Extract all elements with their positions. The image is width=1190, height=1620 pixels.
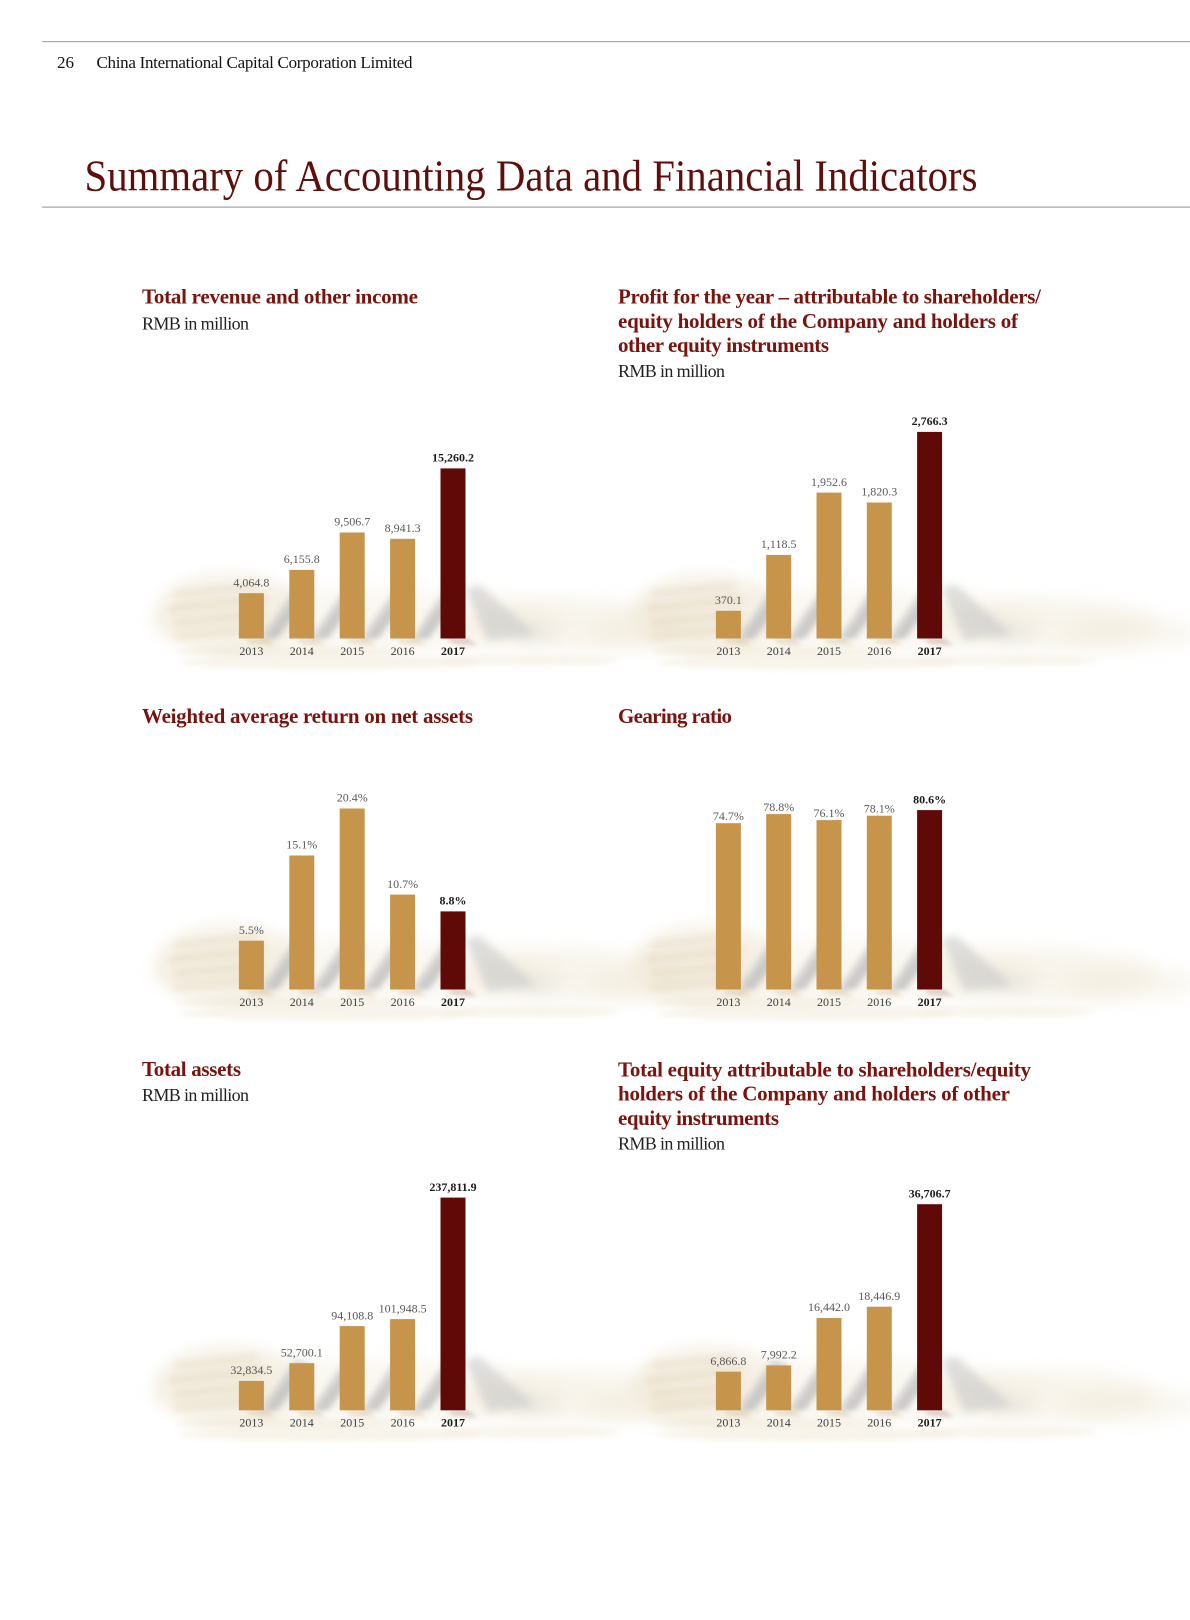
svg-text:2014: 2014 bbox=[290, 995, 314, 1009]
svg-text:32,834.5: 32,834.5 bbox=[230, 1363, 272, 1377]
svg-text:2015: 2015 bbox=[340, 995, 364, 1009]
svg-text:6,866.8: 6,866.8 bbox=[710, 1354, 746, 1368]
svg-text:Total revenue and other income: Total revenue and other income bbox=[142, 284, 418, 308]
svg-text:2013: 2013 bbox=[716, 995, 740, 1009]
svg-text:9,506.7: 9,506.7 bbox=[334, 515, 370, 529]
svg-text:Total equity attributable to s: Total equity attributable to shareholder… bbox=[618, 1057, 1032, 1081]
svg-text:2015: 2015 bbox=[817, 995, 841, 1009]
svg-text:74.7%: 74.7% bbox=[713, 809, 744, 823]
svg-text:94,108.8: 94,108.8 bbox=[331, 1308, 373, 1322]
svg-text:237,811.9: 237,811.9 bbox=[429, 1180, 476, 1194]
svg-text:10.7%: 10.7% bbox=[387, 877, 418, 891]
svg-text:Total assets: Total assets bbox=[142, 1057, 241, 1081]
svg-text:2015: 2015 bbox=[340, 1416, 364, 1430]
svg-text:RMB in million: RMB in million bbox=[618, 361, 725, 381]
svg-text:2,766.3: 2,766.3 bbox=[912, 414, 948, 428]
svg-text:52,700.1: 52,700.1 bbox=[281, 1345, 323, 1359]
svg-text:370.1: 370.1 bbox=[715, 593, 742, 607]
svg-text:5.5%: 5.5% bbox=[239, 923, 264, 937]
svg-text:1,952.6: 1,952.6 bbox=[811, 475, 847, 489]
svg-text:2017: 2017 bbox=[441, 995, 465, 1009]
svg-text:16,442.0: 16,442.0 bbox=[808, 1300, 850, 1314]
svg-text:RMB in million: RMB in million bbox=[142, 1085, 249, 1105]
svg-text:2015: 2015 bbox=[340, 644, 364, 658]
svg-text:2013: 2013 bbox=[716, 1416, 740, 1430]
svg-text:26: 26 bbox=[57, 53, 74, 72]
svg-text:China International Capital Co: China International Capital Corporation … bbox=[97, 53, 414, 72]
svg-text:2013: 2013 bbox=[239, 644, 263, 658]
svg-text:Profit for the year – attribut: Profit for the year – attributable to sh… bbox=[618, 285, 1042, 309]
svg-text:8.8%: 8.8% bbox=[440, 894, 467, 908]
svg-text:Gearing ratio: Gearing ratio bbox=[618, 704, 732, 728]
svg-text:2013: 2013 bbox=[239, 995, 263, 1009]
svg-text:2013: 2013 bbox=[239, 1416, 263, 1430]
svg-text:2014: 2014 bbox=[767, 1416, 791, 1430]
svg-text:other equity instruments: other equity instruments bbox=[618, 333, 829, 357]
svg-text:78.8%: 78.8% bbox=[763, 800, 794, 814]
svg-text:2017: 2017 bbox=[918, 644, 942, 658]
svg-text:2014: 2014 bbox=[290, 1416, 314, 1430]
svg-text:2016: 2016 bbox=[391, 644, 415, 658]
svg-text:15.1%: 15.1% bbox=[286, 838, 317, 852]
svg-text:8,941.3: 8,941.3 bbox=[385, 521, 421, 535]
svg-text:2015: 2015 bbox=[817, 1416, 841, 1430]
svg-text:Summary of Accounting Data and: Summary of Accounting Data and Financial… bbox=[85, 152, 978, 201]
svg-text:2017: 2017 bbox=[441, 1416, 465, 1430]
svg-text:80.6%: 80.6% bbox=[913, 792, 946, 806]
svg-text:6,155.8: 6,155.8 bbox=[284, 552, 320, 566]
svg-text:equity instruments: equity instruments bbox=[618, 1106, 779, 1130]
svg-text:2013: 2013 bbox=[716, 644, 740, 658]
svg-text:2016: 2016 bbox=[867, 644, 891, 658]
svg-text:2014: 2014 bbox=[290, 644, 314, 658]
svg-text:2016: 2016 bbox=[867, 995, 891, 1009]
svg-text:1,820.3: 1,820.3 bbox=[861, 485, 897, 499]
svg-text:2017: 2017 bbox=[918, 1416, 942, 1430]
svg-text:76.1%: 76.1% bbox=[814, 806, 845, 820]
svg-text:equity holders of the Company: equity holders of the Company and holder… bbox=[618, 309, 1019, 333]
svg-text:1,118.5: 1,118.5 bbox=[761, 537, 797, 551]
svg-text:101,948.5: 101,948.5 bbox=[379, 1301, 427, 1315]
svg-text:Weighted average return on net: Weighted average return on net assets bbox=[142, 704, 473, 728]
svg-text:2017: 2017 bbox=[441, 644, 465, 658]
svg-text:18,446.9: 18,446.9 bbox=[858, 1289, 900, 1303]
svg-text:2014: 2014 bbox=[767, 995, 791, 1009]
svg-text:2016: 2016 bbox=[391, 1416, 415, 1430]
svg-text:2015: 2015 bbox=[817, 644, 841, 658]
svg-text:15,260.2: 15,260.2 bbox=[432, 451, 474, 465]
svg-text:RMB in million: RMB in million bbox=[142, 314, 249, 334]
svg-text:2017: 2017 bbox=[918, 995, 942, 1009]
svg-text:7,992.2: 7,992.2 bbox=[761, 1348, 797, 1362]
svg-text:36,706.7: 36,706.7 bbox=[909, 1186, 951, 1200]
svg-text:2016: 2016 bbox=[391, 995, 415, 1009]
svg-text:2016: 2016 bbox=[867, 1416, 891, 1430]
svg-text:4,064.8: 4,064.8 bbox=[233, 575, 269, 589]
svg-text:holders of the Company and hol: holders of the Company and holders of ot… bbox=[618, 1082, 1010, 1106]
svg-text:RMB in million: RMB in million bbox=[618, 1134, 725, 1154]
svg-text:78.1%: 78.1% bbox=[864, 802, 895, 816]
svg-text:20.4%: 20.4% bbox=[337, 791, 368, 805]
svg-text:2014: 2014 bbox=[767, 644, 791, 658]
